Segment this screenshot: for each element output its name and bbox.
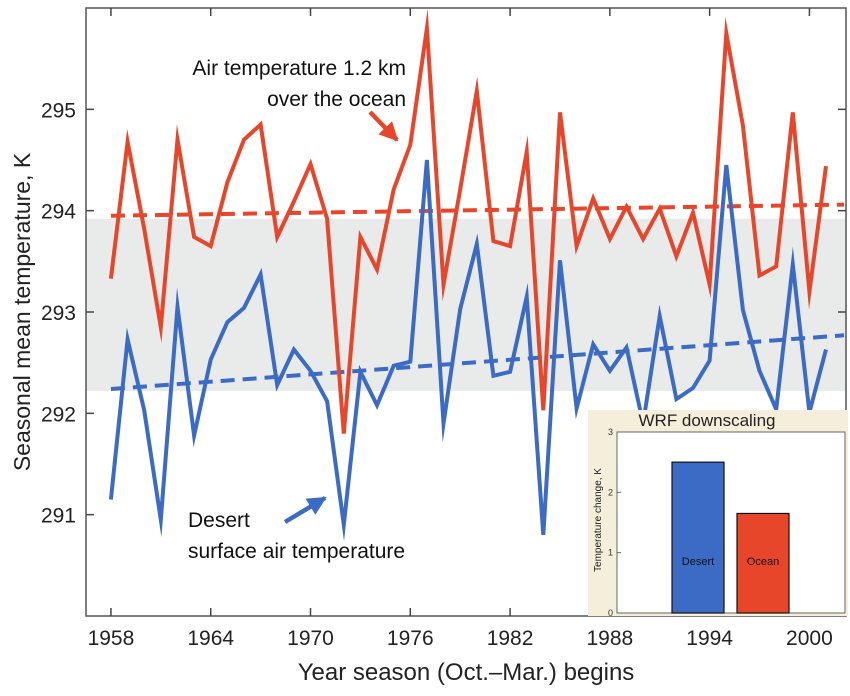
desert-annotation-arrow (283, 496, 327, 524)
inset-bar-label-desert: Desert (682, 556, 714, 568)
ocean-annotation-arrow (368, 110, 399, 142)
trend-lines (110, 202, 845, 392)
desert-annotation-line-1: Desert (188, 509, 250, 532)
x-tick-label: 1994 (686, 627, 733, 650)
inset-y-tick-label: 2 (608, 487, 613, 497)
x-axis-label: Year season (Oct.–Mar.) begins (298, 659, 635, 686)
y-tick-label: 294 (41, 201, 76, 224)
desert-annotation-line-2: surface air temperature (188, 540, 405, 563)
series-line-ocean (108, 8, 828, 434)
y-axis-label: Seasonal mean temperature, K (9, 152, 35, 471)
series-line-desert (108, 159, 828, 542)
trend-line-ocean (110, 202, 845, 218)
shaded-band (86, 218, 846, 392)
y-tick-label: 292 (41, 403, 76, 426)
trend-line-desert (110, 333, 845, 392)
inset-bar-label-ocean: Ocean (747, 556, 779, 568)
series-lines (108, 8, 828, 542)
x-tick-label: 2000 (786, 627, 833, 650)
inset-y-tick-label: 0 (608, 608, 613, 618)
inset-y-tick-label: 1 (608, 548, 613, 558)
inset-bar-ocean (736, 512, 790, 614)
inset-y-ticks: 0 1 2 3 (608, 427, 621, 618)
inset-y-axis-label: Temperature change, K (593, 468, 604, 572)
ocean-annotation-line-2: over the ocean (267, 88, 406, 111)
y-tick-label: 291 (41, 505, 76, 528)
x-tick-label: 1964 (187, 627, 234, 650)
y-tick-label: 295 (41, 99, 76, 122)
ocean-annotation-line-1: Air temperature 1.2 km (192, 57, 406, 80)
x-tick-label: 1976 (387, 627, 434, 650)
inset-y-tick-label: 3 (608, 427, 613, 437)
inset-bar-desert (671, 461, 725, 614)
x-tick-label: 1958 (88, 627, 135, 650)
inset-plot-frame (616, 431, 846, 614)
x-tick-label: 1970 (287, 627, 334, 650)
x-tick-label: 1982 (487, 627, 534, 650)
x-tick-label: 1988 (586, 627, 633, 650)
inset-bar-chart: WRF downscaling Temperature change, K 0 1… (588, 410, 848, 618)
y-tick-label: 293 (41, 302, 76, 325)
inset-bars: Desert Ocean (671, 461, 790, 614)
inset-title: WRF downscaling (639, 411, 776, 430)
